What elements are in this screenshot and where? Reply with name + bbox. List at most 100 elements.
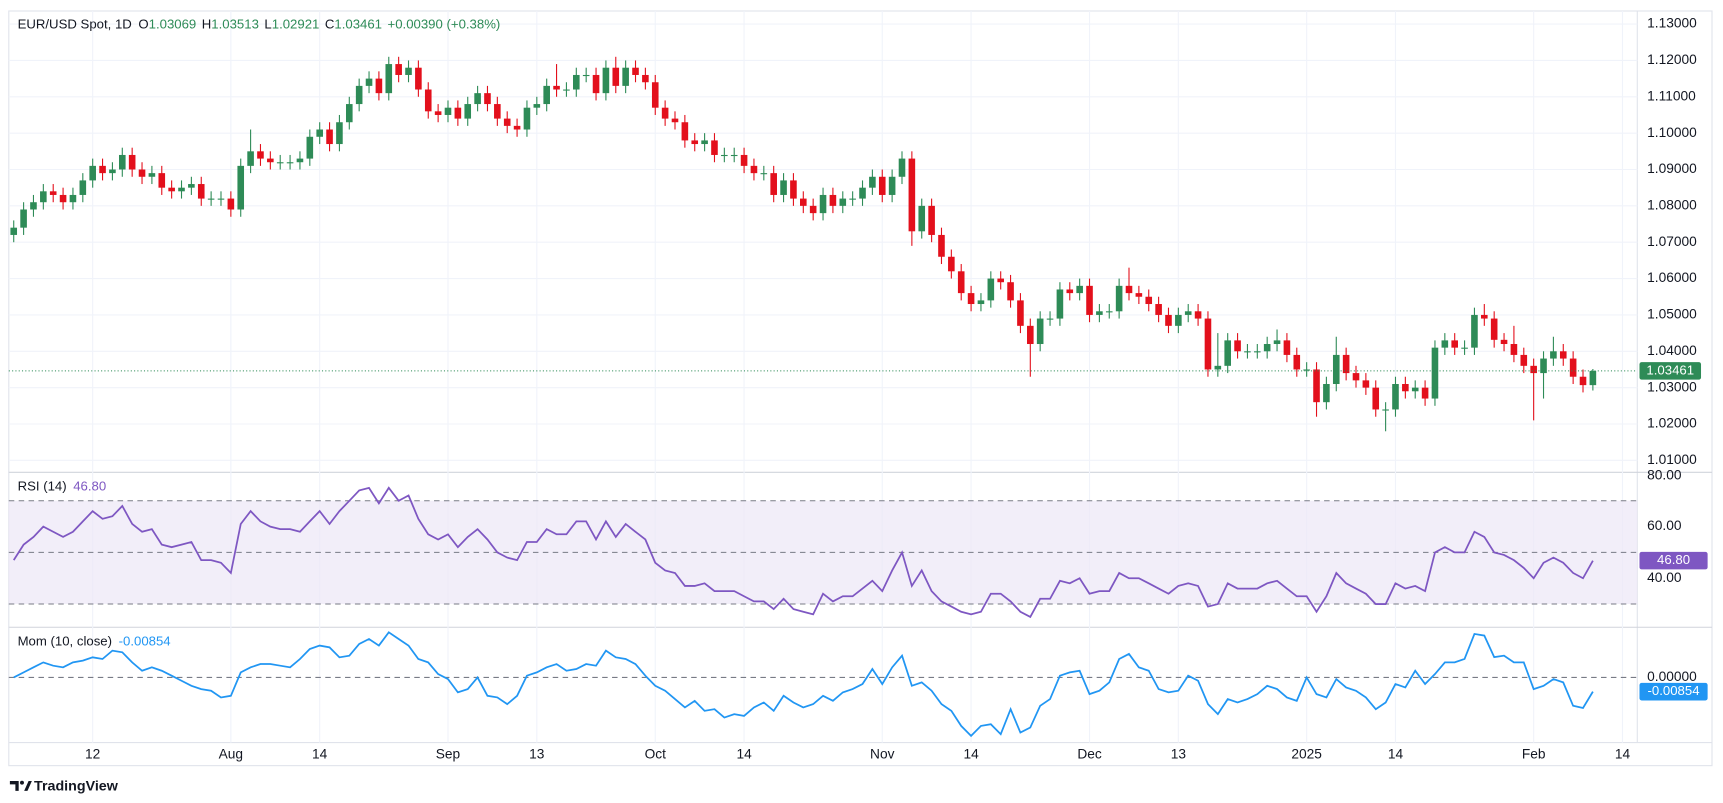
candle-body [1332,354,1340,385]
y-tick-label: 1.02000 [1647,416,1697,431]
candle-body [1481,314,1488,319]
candle-body [296,158,304,163]
candle-body [188,184,195,188]
x-tick-label: 13 [529,746,545,761]
candle-body [721,154,728,157]
candle-body [632,67,639,75]
candle-body [1461,347,1468,349]
candle-body [1352,373,1360,381]
candle-body [1500,339,1508,345]
last-value-badge [1639,682,1708,701]
candle-body [1303,369,1310,371]
candle-body [750,165,758,174]
chart-header: EUR/USD Spot, 1D O1.03069 H1.03513 L1.02921… [18,17,501,32]
candle-body [869,176,876,188]
candle-body [227,198,235,210]
candle-body [977,300,985,305]
candle-body [760,173,768,175]
x-tick-label: 2025 [1291,746,1322,761]
candle-body [1263,344,1271,352]
candle-body [533,104,541,108]
candle-body [671,118,679,123]
x-tick-label: 14 [1615,746,1631,761]
candle-body [1244,351,1251,353]
candle-body [267,158,274,163]
candle-body [158,173,166,188]
candle-body [1086,285,1093,315]
candle-body [1017,300,1024,326]
brand-name: TradingView [34,778,119,794]
candle-body [444,107,452,115]
candle-body [148,173,156,177]
candle-body [1431,347,1439,399]
candle-body [602,67,610,94]
candle-body [1076,285,1083,294]
candle-body [1066,289,1074,294]
candle-body [730,154,738,157]
ohlc-key: C [325,17,335,32]
candle-body [1056,289,1064,319]
candle-body [1372,387,1380,410]
candle-body [1313,369,1320,403]
candle-body [1184,311,1192,315]
y-tick-label: 1.11000 [1647,88,1696,103]
candle-body [405,67,412,75]
candle-body [20,209,27,228]
candle-body [109,169,116,174]
y-tick-label: 1.08000 [1647,197,1697,212]
candle-body [691,140,699,145]
x-tick-label: Sep [436,746,461,761]
candle-body [1510,344,1518,355]
candle-body [809,205,817,214]
ohlc-value: 1.02921 [272,17,320,32]
x-tick-label: Aug [219,746,243,761]
candle-body [30,202,37,210]
candle-body [1096,311,1103,315]
indicator-line [12,486,1594,619]
candle-body [928,205,935,235]
y-tick-label: 1.06000 [1647,270,1697,285]
y-tick-label: 1.07000 [1647,234,1697,249]
candle-body [99,165,106,174]
candle-body [938,234,945,257]
candle-body [553,85,560,90]
candle-body [592,74,600,94]
candle-body [138,169,146,177]
candle-body [1254,351,1261,353]
candle-body [1392,384,1399,410]
candle-body [563,89,570,91]
candle-body [740,154,748,166]
indicator-header: RSI (14) 46.80 [18,479,107,494]
candle-body [582,74,590,77]
candle-body [1441,340,1449,348]
candle-body [1402,384,1409,392]
candle-body [503,118,511,126]
y-tick-label: 1.10000 [1647,125,1697,140]
candle-body [257,151,264,159]
candle-body [1490,318,1498,340]
candle-body [69,194,77,203]
x-tick-label: 14 [963,746,979,761]
candle-body [1145,296,1153,305]
candle-body [415,67,422,90]
candle-body [316,129,323,137]
candle-body [355,85,363,105]
candle-body [178,187,185,192]
candle-body [1283,340,1291,355]
candle-body [1007,282,1014,301]
ohlc-value: 1.03461 [334,17,382,32]
candle-body [345,104,353,123]
candle-body [40,191,47,203]
candle-body [326,129,333,145]
y-tick-label: 1.09000 [1647,161,1697,176]
candle-body [237,165,245,210]
x-tick-label: 14 [312,746,328,761]
candle-body [59,194,67,203]
candle-body [1362,380,1370,388]
candle-body [1115,285,1123,312]
candle-body [642,74,649,83]
last-value-label: -0.00854 [1648,683,1700,698]
candle-body [484,93,491,105]
candle-body [1589,370,1597,386]
